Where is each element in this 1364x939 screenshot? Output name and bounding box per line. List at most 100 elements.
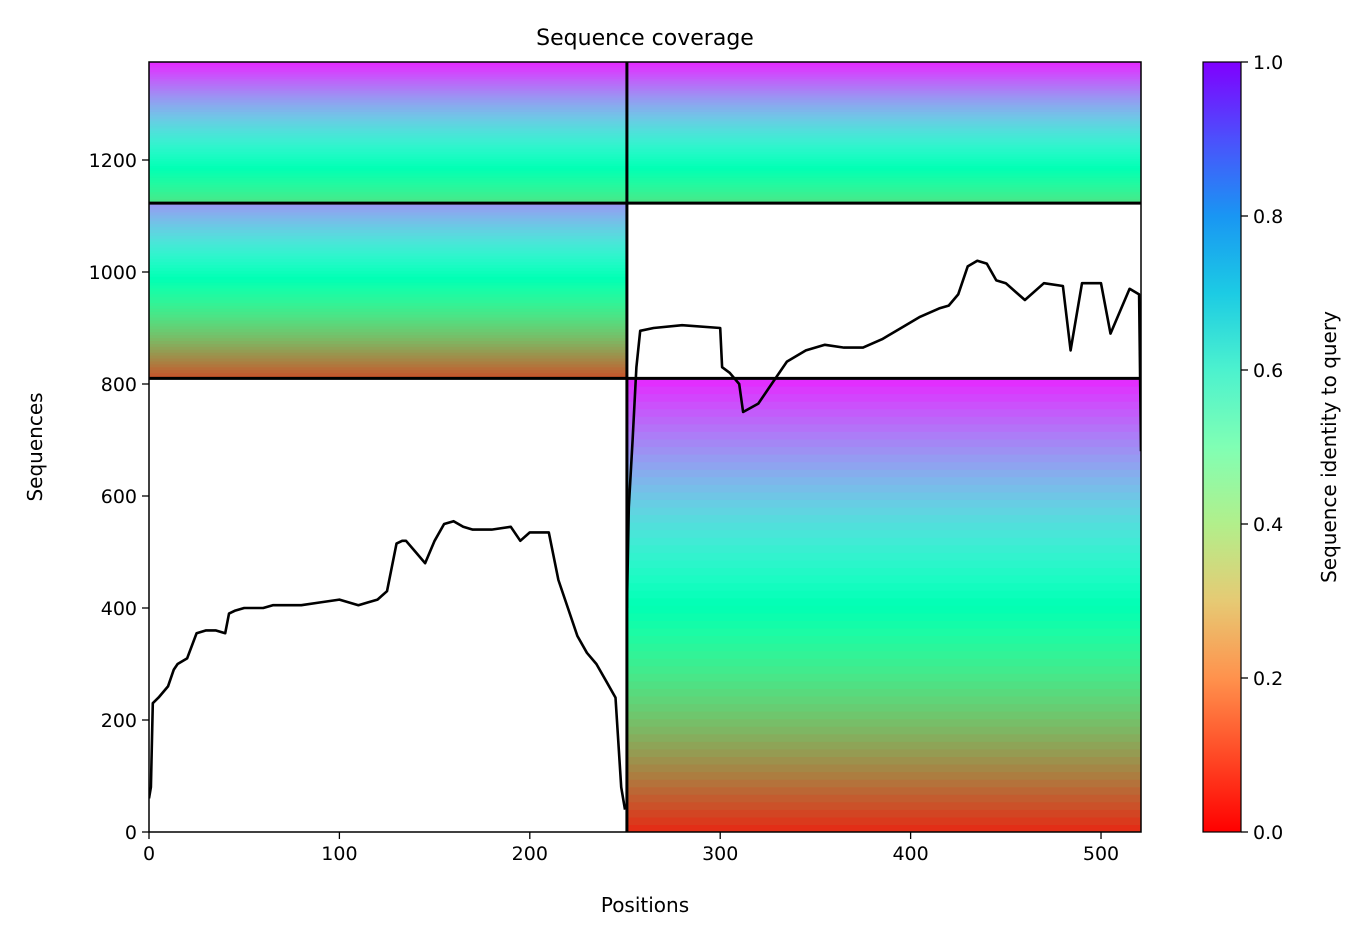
coverage-row — [626, 771, 1141, 780]
colorbar-label: Sequence identity to query — [1317, 311, 1341, 583]
plot-area — [149, 62, 1141, 832]
coverage-row — [626, 153, 1141, 157]
coverage-row — [149, 334, 627, 339]
coverage-row — [149, 186, 627, 190]
coverage-row — [626, 756, 1141, 765]
coverage-row — [149, 123, 627, 127]
coverage-blocks — [149, 62, 1141, 832]
coverage-row — [149, 317, 627, 321]
coverage-row — [626, 779, 1141, 788]
coverage-row — [626, 87, 1141, 91]
coverage-row — [626, 438, 1141, 448]
coverage-row — [626, 106, 1141, 110]
coverage-row — [149, 83, 627, 87]
coverage-row — [626, 125, 1141, 129]
coverage-row — [149, 352, 627, 356]
bottom-right-block — [626, 378, 1141, 832]
coverage-row — [149, 267, 627, 271]
y-tick-label: 400 — [101, 598, 137, 620]
coverage-row — [626, 695, 1141, 705]
colorbar-tick-label: 0.8 — [1253, 206, 1283, 228]
coverage-row — [149, 340, 627, 344]
coverage-row — [149, 172, 627, 176]
coverage-row — [149, 130, 627, 134]
coverage-row — [626, 514, 1141, 523]
coverage-row — [149, 141, 627, 145]
coverage-row — [626, 741, 1141, 750]
coverage-row — [149, 181, 627, 185]
coverage-row — [149, 311, 627, 315]
coverage-row — [626, 109, 1141, 112]
coverage-row — [626, 64, 1141, 68]
coverage-row — [149, 99, 627, 103]
coverage-row — [626, 620, 1141, 629]
coverage-row — [149, 158, 627, 162]
coverage-row — [149, 211, 627, 216]
coverage-row — [626, 99, 1141, 103]
coverage-row — [149, 314, 627, 318]
coverage-row — [626, 92, 1141, 96]
coverage-row — [626, 144, 1141, 148]
coverage-row — [626, 635, 1141, 644]
coverage-row — [149, 226, 627, 231]
coverage-row — [626, 673, 1141, 682]
x-tick-label: 200 — [512, 843, 548, 865]
coverage-row — [149, 229, 627, 233]
coverage-row — [149, 87, 627, 91]
coverage-row — [626, 733, 1141, 742]
coverage-row — [626, 196, 1141, 200]
coverage-row — [149, 116, 627, 120]
coverage-row — [149, 366, 627, 371]
coverage-row — [626, 111, 1141, 115]
coverage-row — [149, 343, 627, 347]
coverage-row — [149, 62, 627, 65]
coverage-row — [626, 574, 1141, 584]
coverage-row — [626, 186, 1141, 190]
coverage-row — [626, 491, 1141, 500]
coverage-row — [149, 73, 627, 77]
coverage-row — [149, 220, 627, 225]
coverage-row — [626, 824, 1141, 832]
coverage-row — [149, 149, 627, 152]
colorbar: 0.0 0.2 0.4 0.6 0.8 1.0 Sequence identity to … — [1202, 52, 1341, 844]
coverage-row — [626, 118, 1141, 122]
coverage-row — [626, 78, 1141, 82]
coverage-row — [149, 80, 627, 84]
coverage-row — [149, 299, 627, 304]
coverage-row — [149, 264, 627, 268]
coverage-row — [626, 174, 1141, 178]
coverage-row — [626, 559, 1141, 568]
coverage-row — [149, 146, 627, 150]
coverage-line-2 — [625, 259, 1141, 609]
coverage-row — [149, 217, 627, 222]
coverage-row — [626, 163, 1141, 167]
coverage-row — [149, 357, 627, 362]
block-boundaries — [149, 62, 1141, 832]
coverage-row — [626, 650, 1141, 659]
coverage-row — [149, 355, 627, 359]
coverage-row — [626, 191, 1141, 195]
coverage-row — [149, 337, 627, 342]
coverage-row — [626, 83, 1141, 87]
x-tick-label: 0 — [143, 843, 155, 865]
coverage-row — [149, 232, 627, 236]
colorbar-tick-label: 0.6 — [1253, 360, 1283, 382]
coverage-row — [149, 252, 627, 257]
coverage-row — [626, 461, 1141, 470]
coverage-row — [149, 305, 627, 309]
x-tick-label: 300 — [702, 843, 738, 865]
coverage-row — [626, 794, 1141, 803]
coverage-row — [626, 522, 1141, 531]
coverage-row — [626, 165, 1141, 169]
coverage-row — [626, 141, 1141, 145]
coverage-row — [626, 116, 1141, 120]
coverage-row — [626, 718, 1141, 727]
coverage-line-1 — [149, 519, 627, 810]
coverage-row — [149, 235, 627, 239]
coverage-row — [149, 360, 627, 365]
colorbar-ticks: 0.0 0.2 0.4 0.6 0.8 1.0 — [1241, 52, 1283, 844]
coverage-row — [149, 293, 627, 298]
coverage-row — [149, 125, 627, 129]
coverage-row — [149, 104, 627, 108]
